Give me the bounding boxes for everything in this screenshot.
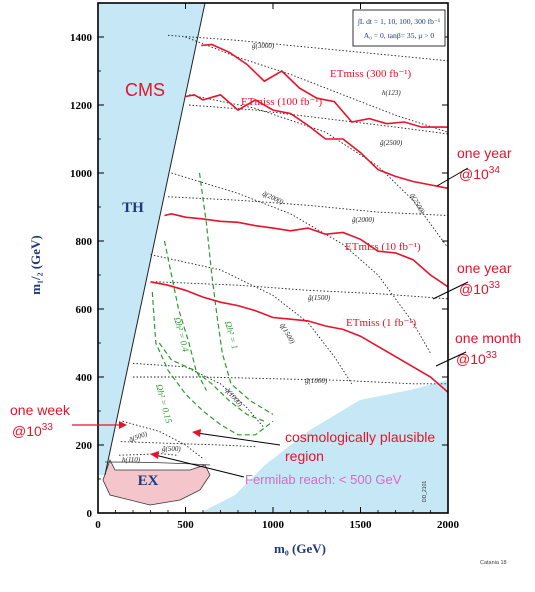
iso-line-squark-1500 [150, 254, 353, 385]
one-year-33-line2: @1033 [459, 280, 500, 297]
iso-line-gluino-2000 [167, 196, 448, 216]
iso-line-squark-500 [122, 420, 204, 459]
x-tick-label-500: 500 [177, 519, 194, 531]
relic-label-015: Ωh² = 0.15 [154, 383, 174, 425]
relic-label-04: Ωh² = 0.4 [172, 316, 191, 353]
y-tick-label-800: 800 [76, 236, 93, 248]
gluino-2000-label: g̃(2000) [352, 216, 375, 224]
x-tick-label-0: 0 [95, 519, 101, 531]
series-label-300: ETmiss (300 fb⁻¹) [330, 68, 412, 80]
one-year-33-base: @10 [459, 281, 489, 297]
arrow-cosmo-head [192, 429, 201, 437]
one-year-33-exp: 33 [489, 280, 501, 291]
y-axis-label: m₁/₂ (GeV) [28, 235, 43, 294]
relic-line-relic-015 [151, 291, 274, 436]
x-tick-label-2000: 2000 [437, 519, 460, 531]
iso-line-squark-1000 [132, 362, 265, 429]
squark-2500-label: q̃(2500) [408, 192, 426, 216]
code-label: DD_2101 [422, 481, 428, 502]
th-label: TH [122, 200, 144, 216]
iso-line-gluino-3000 [167, 34, 448, 62]
series-label-1: ETmiss (1 fb⁻¹) [346, 317, 417, 329]
footer-label: Catania 18 [480, 560, 507, 566]
one-month-exp: 33 [486, 350, 498, 361]
relic-label-1: Ωh² = 1 [223, 320, 240, 350]
one-week-line1: one week [10, 402, 71, 418]
x-axis-label: m₀ (GeV) [274, 541, 326, 556]
y-tick-label-0: 0 [87, 508, 93, 520]
reach-curve-0 [201, 43, 448, 128]
gluino-1500-label: g̃(1500) [308, 294, 331, 302]
squark-500-label: q̃(500) [128, 430, 149, 444]
cosmo-line2: region [285, 448, 324, 464]
iso-line-gluino-500 [120, 441, 256, 448]
relic-line-relic-04 [158, 342, 265, 422]
gluino-2500-label: g̃(2500) [380, 139, 403, 147]
x-tick-label-1000: 1000 [262, 519, 285, 531]
leader-cosmo [196, 432, 281, 446]
cosmo-line1: cosmologically plausible [285, 429, 435, 445]
iso-line-squark-2000 [171, 172, 431, 354]
no-ewsb-region [200, 380, 448, 513]
th-boundary-line [104, 3, 206, 476]
y-tick-label-600: 600 [76, 304, 93, 316]
reach-curve-2 [164, 212, 448, 288]
leader-one-month [435, 351, 467, 367]
one-month-base: @10 [456, 351, 486, 367]
y-tick-label-1400: 1400 [70, 32, 93, 44]
legend-line-2: A₀ = 0, tanβ= 35, μ > 0 [364, 31, 435, 40]
one-year-34-exp: 34 [489, 165, 501, 176]
iso-line-gluino-2500 [188, 104, 448, 135]
leader-fermilab [154, 454, 245, 478]
arrow-one-week-head [119, 421, 127, 429]
higgs-110-label: h(110) [122, 456, 141, 464]
relic-line-relic-04b [163, 240, 208, 391]
ex-region-boundary [104, 461, 211, 466]
y-tick-label-400: 400 [76, 372, 93, 384]
squark-1500-label: q̃(1500) [278, 322, 296, 346]
ex-region [102, 458, 211, 506]
legend-box [352, 9, 446, 47]
series-label-10: ETmiss (10 fb⁻¹) [345, 241, 421, 253]
legend-line-1: ∫L dt = 1, 10, 100, 300 fb⁻¹ [357, 17, 440, 26]
y-tick-label-200: 200 [76, 440, 93, 452]
one-week-base: @10 [12, 423, 42, 439]
gluino-3000-label: g̃(3000) [252, 42, 275, 50]
one-year-33-line1: one year [457, 260, 512, 276]
gluino-500-label: g̃(500) [162, 445, 181, 453]
one-month-line1: one month [455, 330, 521, 346]
reach-curve-3 [150, 281, 448, 393]
one-year-34-line2: @1034 [459, 165, 500, 182]
one-month-line2: @1033 [456, 350, 497, 367]
gluino-1000-label: g̃(1000) [305, 377, 328, 385]
leader-one-year-34 [436, 167, 469, 187]
fermilab-label: Fermilab reach: < 500 GeV [245, 472, 402, 487]
iso-line-gluino-1000 [133, 376, 448, 385]
iso-line-gluino-1500 [155, 281, 448, 300]
higgs-123-label: h(123) [382, 89, 401, 97]
one-week-line2: @1033 [12, 422, 53, 439]
one-week-exp: 33 [42, 422, 54, 433]
ex-label: EX [138, 473, 159, 489]
leader-one-year-33 [432, 281, 469, 300]
th-region [98, 3, 205, 475]
one-year-34-line1: one year [457, 145, 512, 161]
series-label-100: ETmiss (100 fb⁻¹) [241, 96, 323, 108]
reach-curve-1 [185, 93, 448, 190]
cms-label: CMS [125, 80, 165, 100]
x-tick-label-1500: 1500 [350, 519, 373, 531]
y-tick-label-1000: 1000 [70, 168, 93, 180]
iso-line-higgs-123 [185, 36, 448, 133]
arrow-fermilab-head [150, 451, 159, 459]
relic-line-relic-1 [198, 172, 274, 415]
iso-line-higgs-110 [118, 453, 177, 456]
one-year-34-base: @10 [459, 166, 489, 182]
y-tick-label-1200: 1200 [70, 100, 93, 112]
